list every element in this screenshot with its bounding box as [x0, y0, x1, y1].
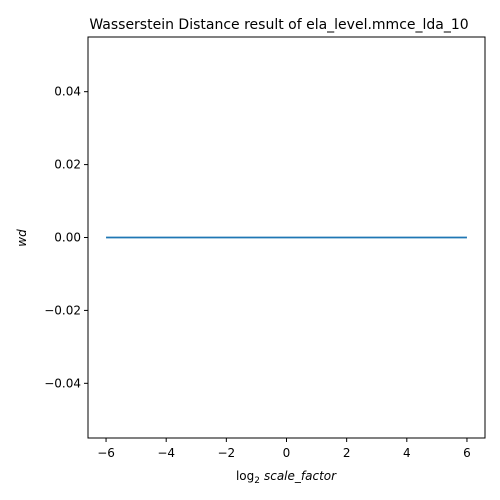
y-tick-label: 0.04 [54, 85, 81, 99]
x-tick-label: −6 [97, 446, 115, 460]
x-axis-ticks: −6 −4 −2 0 2 4 6 [97, 438, 471, 460]
x-tick-label: 6 [463, 446, 471, 460]
x-tick-label: −4 [157, 446, 175, 460]
y-tick-label: −0.02 [44, 303, 81, 317]
x-tick-label: 4 [403, 446, 411, 460]
x-tick-label: 2 [343, 446, 351, 460]
x-axis-label-variable: scale_factor [264, 469, 337, 483]
y-axis-label: wd [15, 229, 29, 247]
x-tick-label: −2 [217, 446, 235, 460]
y-tick-label: −0.04 [44, 376, 81, 390]
y-tick-label: 0.00 [54, 231, 81, 245]
x-axis-label-prefix: log [236, 469, 254, 483]
chart-title: Wasserstein Distance result of ela_level… [89, 17, 468, 33]
x-tick-label: 0 [283, 446, 291, 460]
y-tick-label: 0.02 [54, 158, 81, 172]
y-axis-ticks: −0.04 −0.02 0.00 0.02 0.04 [44, 85, 88, 390]
x-axis-label: log2 scale_factor [236, 469, 337, 486]
x-axis-label-subscript: 2 [254, 476, 260, 486]
